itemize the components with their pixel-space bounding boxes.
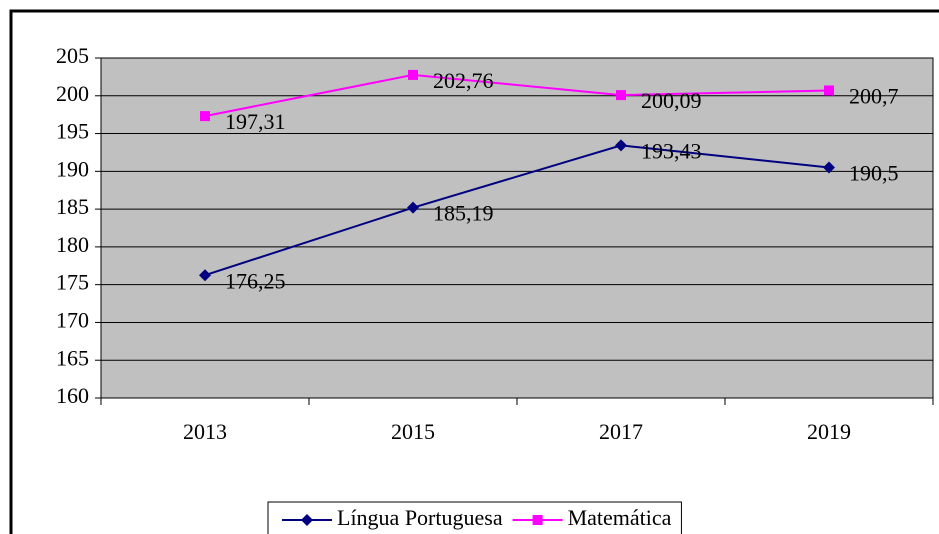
series-line <box>204 144 830 277</box>
legend-label: Matemática <box>568 505 672 530</box>
y-tick-label: 180 <box>56 232 89 257</box>
data-label: 176,25 <box>225 268 286 293</box>
y-tick-label: 175 <box>56 270 89 295</box>
marker <box>407 201 419 214</box>
y-tick-label: 195 <box>56 119 89 144</box>
data-label: 190,5 <box>849 161 899 186</box>
x-tick-label: 2015 <box>391 419 435 444</box>
data-label: 193,43 <box>641 138 702 163</box>
y-tick-label: 185 <box>56 194 89 219</box>
x-tick-label: 2019 <box>807 419 851 444</box>
marker <box>616 90 626 101</box>
data-label: 202,76 <box>433 68 494 93</box>
plot-area <box>100 57 934 399</box>
series-line <box>204 73 830 118</box>
marker <box>199 269 211 282</box>
legend: Língua Portuguesa Matemática <box>267 501 682 534</box>
y-tick-label: 170 <box>56 307 89 332</box>
x-tick-label: 2013 <box>183 419 227 444</box>
y-tick-label: 160 <box>56 383 89 408</box>
data-label: 185,19 <box>433 201 494 226</box>
y-tick-label: 190 <box>56 156 89 181</box>
legend-box <box>267 501 682 534</box>
legend-marker <box>301 514 313 526</box>
marker <box>615 139 627 152</box>
y-tick-label: 200 <box>56 81 89 106</box>
legend-label: Língua Portuguesa <box>337 505 503 530</box>
data-label: 200,7 <box>849 84 899 109</box>
marker <box>824 85 834 96</box>
data-label: 200,09 <box>641 88 702 113</box>
y-tick-label: 165 <box>56 345 89 370</box>
y-tick-label: 205 <box>56 43 89 68</box>
data-label: 197,31 <box>225 109 286 134</box>
legend-marker <box>532 515 543 525</box>
marker <box>200 111 210 122</box>
marker <box>408 69 418 80</box>
marker <box>823 161 835 174</box>
x-tick-label: 2017 <box>599 419 643 444</box>
